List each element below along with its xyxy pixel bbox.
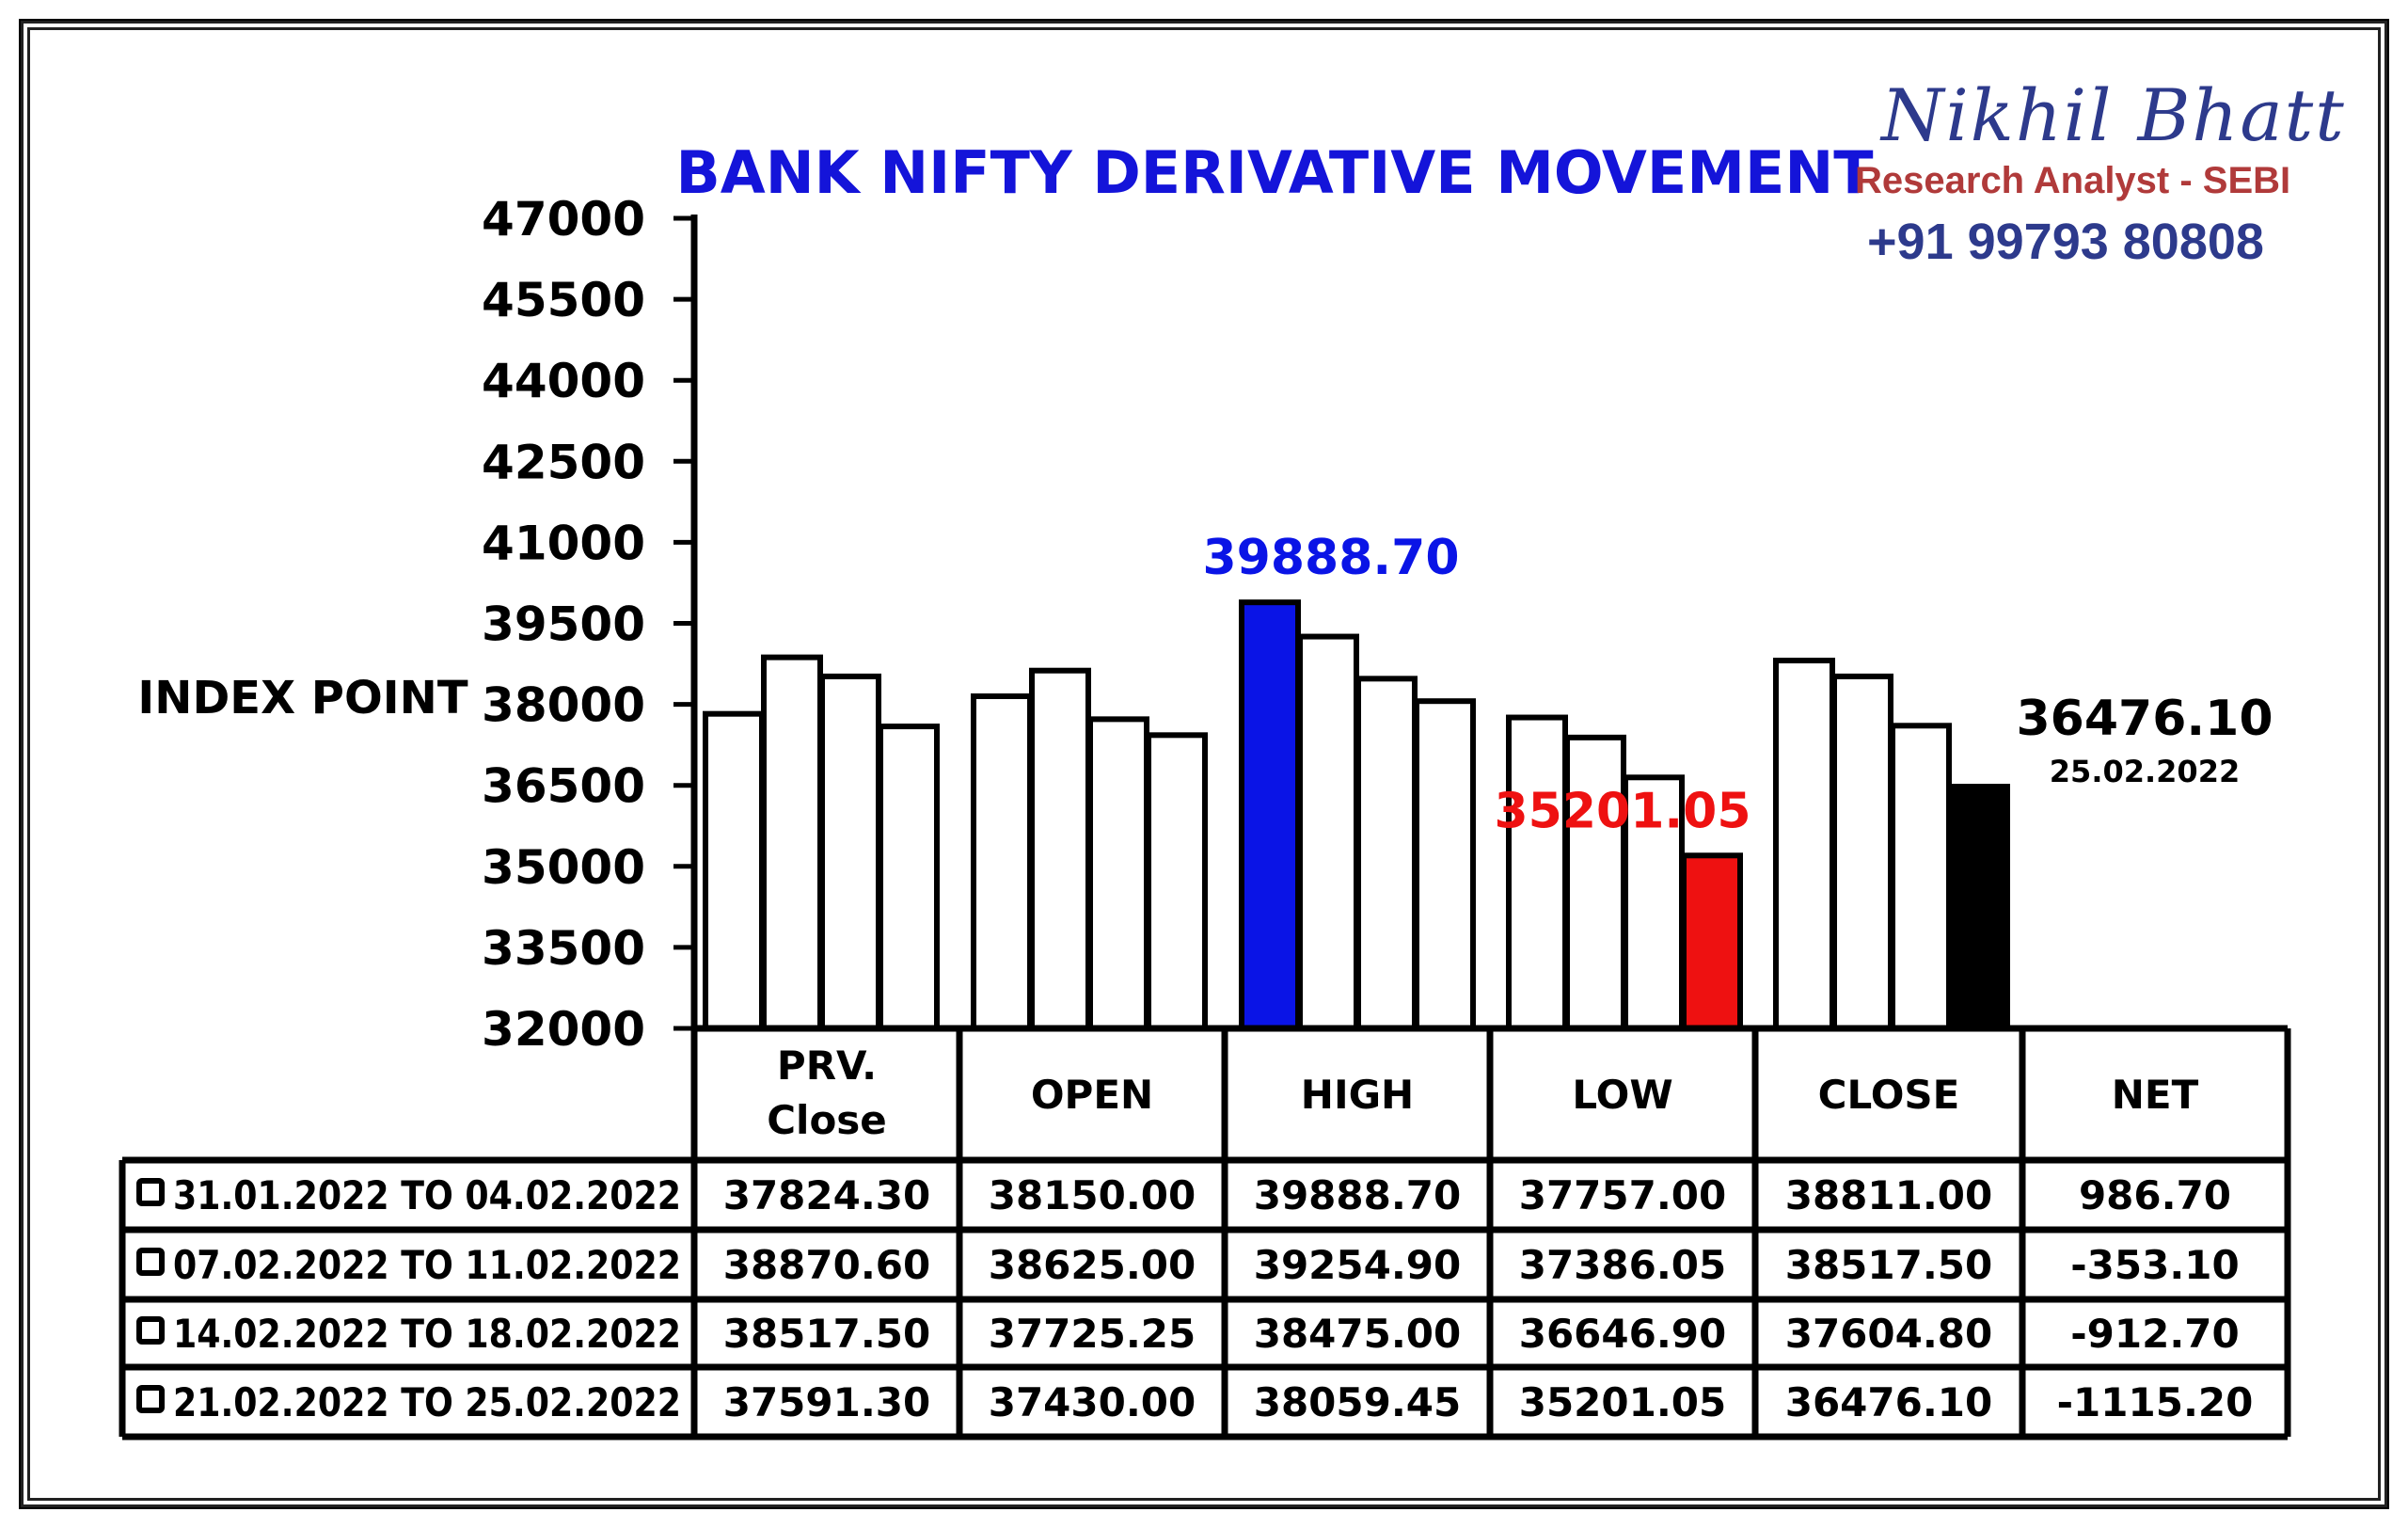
y-tick-label: 35000 [482,840,645,895]
data-label-close: 36476.10 [2016,691,2273,747]
bar-low-week-4 [1681,852,1743,1031]
table-cell: 37591.30 [723,1379,931,1425]
table-cell: 35201.05 [1519,1379,1727,1425]
y-tick-label: 38000 [482,678,645,733]
bar-high-week-4 [1414,698,1476,1031]
bar-low-week-2 [1564,734,1626,1032]
chart-title: BANK NIFTY DERIVATIVE MOVEMENT [676,138,1874,207]
brand-phone: +91 99793 80808 [1867,214,2264,270]
data-label-close-date: 25.02.2022 [2050,754,2240,789]
y-tick-label: 39500 [482,597,645,652]
bar-high-week-1 [1239,599,1301,1031]
bar-prv-close-week-1 [703,710,765,1031]
brand-name: Nikhil Bhatt [1881,73,2346,157]
table-cell: 38517.50 [1785,1242,1993,1288]
bar-open-week-3 [1087,716,1149,1032]
bar-prv-close-week-2 [761,654,823,1031]
table-header: CLOSE [1818,1072,1960,1118]
legend-marker [136,1385,165,1413]
table-header: OPEN [1031,1072,1153,1118]
table-cell: 38517.50 [723,1311,931,1357]
y-tick-label: 45500 [482,273,645,327]
bar-close-week-1 [1773,658,1835,1031]
bar-group [703,599,2010,1032]
table-cell: 36476.10 [1785,1379,1993,1425]
bar-prv-close-week-3 [819,673,881,1031]
table-cell: 39254.90 [1254,1242,1462,1288]
y-tick-label: 36500 [482,759,645,814]
table-row-period: 31.01.2022 TO 04.02.2022 [173,1172,681,1218]
legend-marker [136,1316,165,1345]
legend-marker [136,1178,165,1206]
table-cell: 37725.25 [989,1311,1196,1357]
table-header: Close [767,1097,887,1143]
brand-role: Research Analyst - SEBI [1855,160,2291,201]
bar-close-week-4 [1948,784,2010,1031]
table-header: NET [2112,1072,2199,1118]
table-cell: 38059.45 [1254,1379,1462,1425]
table-cell: -912.70 [2070,1311,2240,1357]
y-tick-label: 44000 [482,354,645,408]
bar-close-week-3 [1890,723,1952,1031]
table-cell: 38625.00 [989,1242,1196,1288]
table-header: PRV. [777,1043,877,1089]
table-cell: 37430.00 [989,1379,1196,1425]
table-cell: 37757.00 [1519,1172,1727,1218]
table-cell: 36646.90 [1519,1311,1727,1357]
y-tick-label: 33500 [482,921,645,976]
table-cell: 37604.80 [1785,1311,1993,1357]
y-tick-label: 42500 [482,435,645,489]
annotation-group: 39888.70 35201.05 36476.10 25.02.2022 [1202,530,2273,839]
data-label-low: 35201.05 [1494,783,1751,839]
bar-open-week-4 [1146,732,1208,1031]
bar-low-week-1 [1506,714,1568,1032]
table-cell: 38811.00 [1785,1172,1993,1218]
y-axis-label: INDEX POINT [137,672,467,724]
table-cell: 986.70 [2079,1172,2231,1218]
bar-high-week-2 [1297,633,1359,1031]
data-table: PRV. Close OPEN HIGH LOW CLOSE NET 31.01.2022 T… [119,1025,2291,1440]
table-cell: 39888.70 [1254,1172,1462,1218]
data-label-high: 39888.70 [1202,530,1459,586]
table-row-period: 14.02.2022 TO 18.02.2022 [173,1311,681,1357]
table-cell: 37824.30 [723,1172,931,1218]
table-header: HIGH [1301,1072,1414,1118]
y-axis: 47000 45500 44000 42500 41000 39500 38000 36500… [482,192,698,1057]
bar-open-week-2 [1029,667,1091,1031]
y-tick-label: 32000 [482,1002,645,1057]
bar-open-week-1 [971,692,1033,1031]
table-row-period: 07.02.2022 TO 11.02.2022 [173,1242,681,1288]
bar-high-week-3 [1355,676,1418,1032]
table-cell: -1115.20 [2057,1379,2254,1425]
y-tick-label: 47000 [482,192,645,247]
table-row-period: 21.02.2022 TO 25.02.2022 [173,1379,681,1425]
table-cell: 37386.05 [1519,1242,1727,1288]
bar-prv-close-week-4 [878,724,940,1031]
table-cell: 38870.60 [723,1242,931,1288]
table-cell: 38475.00 [1254,1311,1462,1357]
table-header: LOW [1572,1072,1672,1118]
legend-marker [136,1248,165,1276]
table-cell: -353.10 [2070,1242,2240,1288]
y-tick-label: 41000 [482,516,645,570]
bar-close-week-2 [1831,673,1893,1031]
table-cell: 38150.00 [989,1172,1196,1218]
